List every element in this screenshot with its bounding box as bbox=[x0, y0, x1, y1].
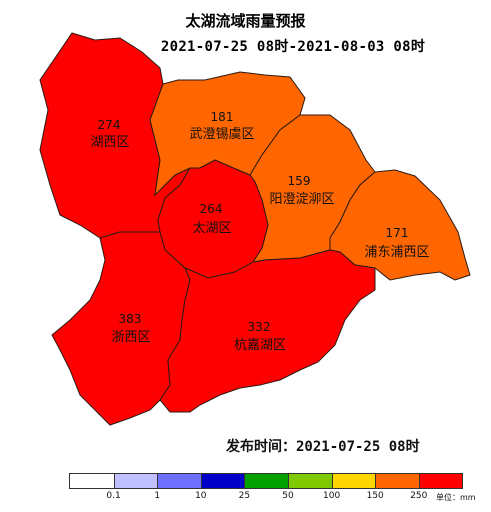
legend-tick-label: 50 bbox=[282, 491, 294, 501]
legend-swatch bbox=[287, 474, 332, 488]
legend-swatch bbox=[244, 474, 288, 488]
value-zhexi: 383 bbox=[119, 312, 142, 326]
value-pudongpuxi: 171 bbox=[386, 226, 409, 240]
region-pudongpuxi[interactable] bbox=[329, 169, 471, 281]
value-wuchengxiyu: 181 bbox=[211, 110, 234, 124]
label-zhexi: 浙西区 bbox=[111, 330, 150, 345]
legend-tick-label: 10 bbox=[195, 491, 207, 501]
color-legend bbox=[69, 473, 464, 489]
label-yangchengdianmao: 阳澄淀泖区 bbox=[269, 192, 334, 207]
legend-swatch bbox=[157, 474, 201, 488]
value-taihu: 264 bbox=[200, 202, 223, 216]
label-wuchengxiyu: 武澄锡虞区 bbox=[189, 127, 254, 142]
region-hangjiahu[interactable] bbox=[159, 249, 376, 413]
value-yangchengdianmao: 159 bbox=[288, 174, 311, 188]
legend-swatch bbox=[70, 474, 114, 488]
legend-tick-label: 150 bbox=[366, 491, 384, 501]
label-taihu: 太湖区 bbox=[192, 221, 231, 236]
value-hangjiahu: 332 bbox=[248, 320, 271, 334]
legend-tick-label: 100 bbox=[323, 491, 341, 501]
legend-swatch bbox=[200, 474, 245, 488]
legend-tick-label: 25 bbox=[238, 491, 251, 501]
legend-tick-label: 250 bbox=[410, 491, 428, 501]
issue-time: 发布时间：2021-07-25 08时 bbox=[226, 439, 420, 455]
legend-swatch bbox=[375, 474, 419, 488]
legend-unit: 单位：mm bbox=[436, 493, 476, 502]
forecast-period: 2021-07-25 08时-2021-08-03 08时 bbox=[160, 39, 426, 55]
legend-tick-label: 0.1 bbox=[106, 491, 121, 501]
label-hangjiahu: 杭嘉湖区 bbox=[234, 338, 286, 353]
legend-tick-label: 1 bbox=[154, 491, 161, 501]
legend-swatch bbox=[113, 474, 158, 488]
label-huxi: 湖西区 bbox=[90, 135, 129, 150]
legend-swatch bbox=[418, 474, 463, 488]
map-title: 太湖流域雨量预报 bbox=[185, 12, 306, 30]
legend-swatch bbox=[331, 474, 376, 488]
value-huxi: 274 bbox=[98, 118, 121, 132]
label-pudongpuxi: 浦东浦西区 bbox=[364, 245, 429, 260]
